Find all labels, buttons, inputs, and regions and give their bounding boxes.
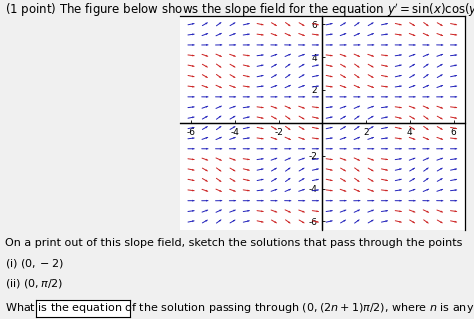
Text: (i) $(0, -2)$: (i) $(0, -2)$ bbox=[5, 257, 64, 271]
Text: (ii) $(0, \pi/2)$: (ii) $(0, \pi/2)$ bbox=[5, 277, 63, 290]
Text: (1 point) The figure below shows the slope field for the equation $y^{\prime} = : (1 point) The figure below shows the slo… bbox=[5, 2, 474, 19]
Text: What is the equation of the solution passing through $(0, (2n + 1)\pi/2)$, where: What is the equation of the solution pas… bbox=[5, 301, 474, 315]
Text: On a print out of this slope field, sketch the solutions that pass through the p: On a print out of this slope field, sket… bbox=[5, 238, 462, 248]
